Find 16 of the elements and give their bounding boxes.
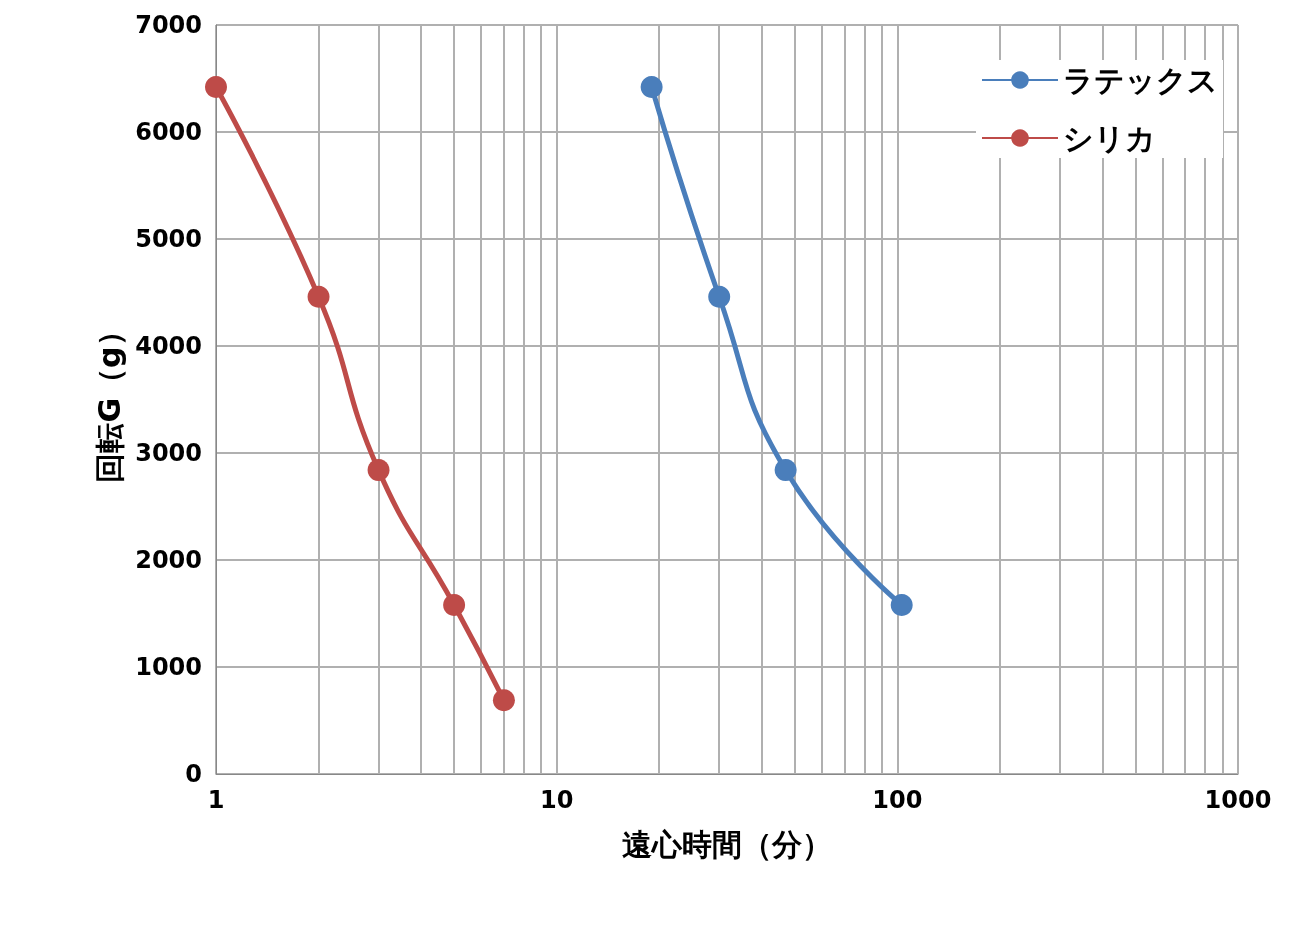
x-tick-label: 10	[539, 786, 574, 814]
x-tick-label: 1000	[1204, 786, 1272, 814]
y-tick-label: 0	[185, 760, 202, 788]
y-tick-label: 2000	[135, 546, 202, 574]
legend-label: ラテックス	[1063, 62, 1218, 98]
y-tick-label: 3000	[135, 439, 202, 467]
y-tick-label: 5000	[135, 225, 202, 253]
y-tick-label: 4000	[135, 332, 202, 360]
x-axis-title: 遠心時間（分）	[622, 826, 832, 862]
legend-label: シリカ	[1063, 120, 1156, 156]
y-tick-label: 7000	[135, 11, 202, 39]
x-tick-label: 100	[872, 786, 923, 814]
y-tick-label: 6000	[135, 118, 202, 146]
x-tick-label: 1	[207, 786, 225, 814]
y-axis-title: 回転G（g）	[91, 316, 127, 483]
y-tick-label: 1000	[135, 653, 202, 681]
